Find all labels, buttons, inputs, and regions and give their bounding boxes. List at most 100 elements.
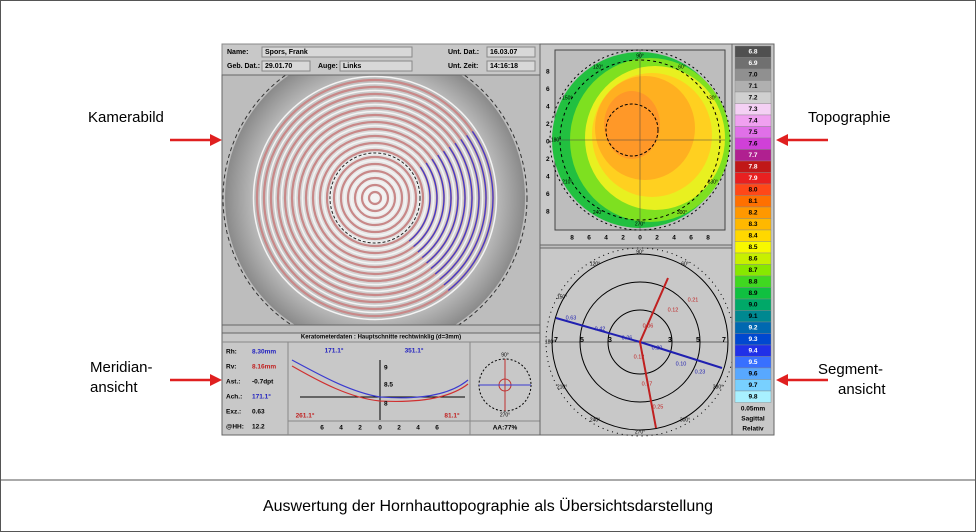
label: 6 — [546, 191, 550, 198]
label: 8.4 — [748, 233, 757, 240]
label: 0.06 — [643, 323, 654, 329]
label: 0 — [546, 139, 550, 146]
label: Relativ — [742, 426, 764, 433]
label: Unt. Dat.: — [448, 49, 479, 56]
label: 16.03.07 — [490, 49, 517, 56]
label: 270° — [500, 412, 510, 418]
label: 351.1° — [405, 347, 424, 355]
label: 0.10 — [676, 361, 687, 367]
label: 90° — [501, 352, 509, 358]
label: 300° — [677, 210, 687, 216]
label: Keratometerdaten : Hauptschnitte rechtwi… — [301, 335, 461, 341]
label: 90° — [636, 249, 644, 255]
label: 2 — [546, 156, 550, 163]
label: 7 — [554, 337, 558, 344]
label: Sagittal — [741, 416, 765, 423]
label: 8.6 — [748, 256, 757, 263]
label: 7.2 — [748, 95, 757, 102]
label: 180° — [551, 137, 561, 143]
label: 0.42 — [595, 326, 606, 332]
callout: Segment- — [818, 361, 883, 378]
label: 0.12 — [634, 354, 645, 360]
label: 9.3 — [748, 336, 757, 343]
label: 2 — [358, 425, 362, 432]
label: 9 — [384, 365, 388, 372]
label: 7.3 — [748, 106, 757, 113]
label: 8.2 — [748, 210, 757, 217]
label: 90° — [636, 53, 644, 59]
label: AA:77% — [493, 425, 518, 432]
label: 0.12 — [668, 307, 679, 313]
label: 6 — [689, 235, 693, 242]
label: 3 — [608, 337, 612, 344]
label: 8.5 — [748, 244, 757, 251]
label: 240° — [590, 417, 600, 423]
label: 0.63 — [252, 409, 265, 416]
label: Ach.: — [226, 394, 242, 401]
label: 9.1 — [748, 313, 757, 320]
label: 210° — [557, 384, 567, 390]
label: -0.7dpt — [252, 379, 274, 386]
label: 8 — [706, 235, 710, 242]
label: Links — [343, 63, 361, 70]
label: 4 — [546, 174, 550, 181]
label: 120° — [593, 65, 603, 71]
label: 8 — [384, 401, 388, 408]
callout: ansicht — [90, 379, 138, 396]
label: 2 — [655, 235, 659, 242]
label: 4 — [339, 425, 343, 432]
label: 7.4 — [748, 118, 757, 125]
label: 300° — [680, 417, 690, 423]
label: 8 — [570, 235, 574, 242]
label: 7.8 — [748, 164, 757, 171]
label: 29.01.70 — [265, 63, 292, 70]
label: 8.3 — [748, 221, 757, 228]
label: 270° — [635, 429, 645, 435]
label: 0.20 — [652, 345, 663, 351]
label: 6.8 — [748, 49, 757, 56]
label: 150° — [557, 294, 567, 300]
label: Auge: — [318, 63, 338, 70]
label: 8.0 — [748, 187, 757, 194]
label: 2 — [546, 121, 550, 128]
label: 8.7 — [748, 267, 757, 274]
label: 7.9 — [748, 175, 757, 182]
label: 6 — [587, 235, 591, 242]
label: 8 — [546, 209, 550, 216]
label: 4 — [604, 235, 608, 242]
label: Spors, Frank — [265, 49, 308, 56]
callout: Kamerabild — [88, 109, 164, 126]
label: Geb. Dat.: — [227, 63, 260, 70]
label: 6 — [320, 425, 324, 432]
label: 9.5 — [748, 359, 757, 366]
label: 2 — [621, 235, 625, 242]
label: 8.16mm — [252, 364, 276, 371]
label: Name: — [227, 49, 248, 56]
label: Rv: — [226, 364, 236, 371]
label: Rh: — [226, 349, 237, 356]
label: 60° — [678, 65, 686, 71]
label: 171.1° — [252, 393, 271, 401]
label: 12.2 — [252, 424, 265, 431]
caption: Auswertung der Hornhauttopographie als Ü… — [263, 497, 713, 515]
label: 0 — [638, 235, 642, 242]
label: 0.17 — [642, 381, 653, 387]
label: 3 — [668, 337, 672, 344]
label: 6 — [435, 425, 439, 432]
label: 210° — [562, 179, 572, 185]
label: 9.7 — [748, 382, 757, 389]
label: 9.6 — [748, 371, 757, 378]
camera-image — [222, 46, 540, 350]
callout: ansicht — [838, 381, 886, 398]
label: 81.1° — [444, 412, 460, 420]
label: 7.5 — [748, 129, 757, 136]
label: 9.8 — [748, 394, 757, 401]
label: 8.5 — [384, 382, 393, 389]
label: 150° — [562, 95, 572, 101]
label: 270° — [635, 221, 645, 227]
label: 4 — [672, 235, 676, 242]
label: 0.26 — [622, 335, 633, 341]
label: 7.6 — [748, 141, 757, 148]
label: 120° — [590, 261, 600, 267]
label: 0.05mm — [741, 406, 765, 413]
